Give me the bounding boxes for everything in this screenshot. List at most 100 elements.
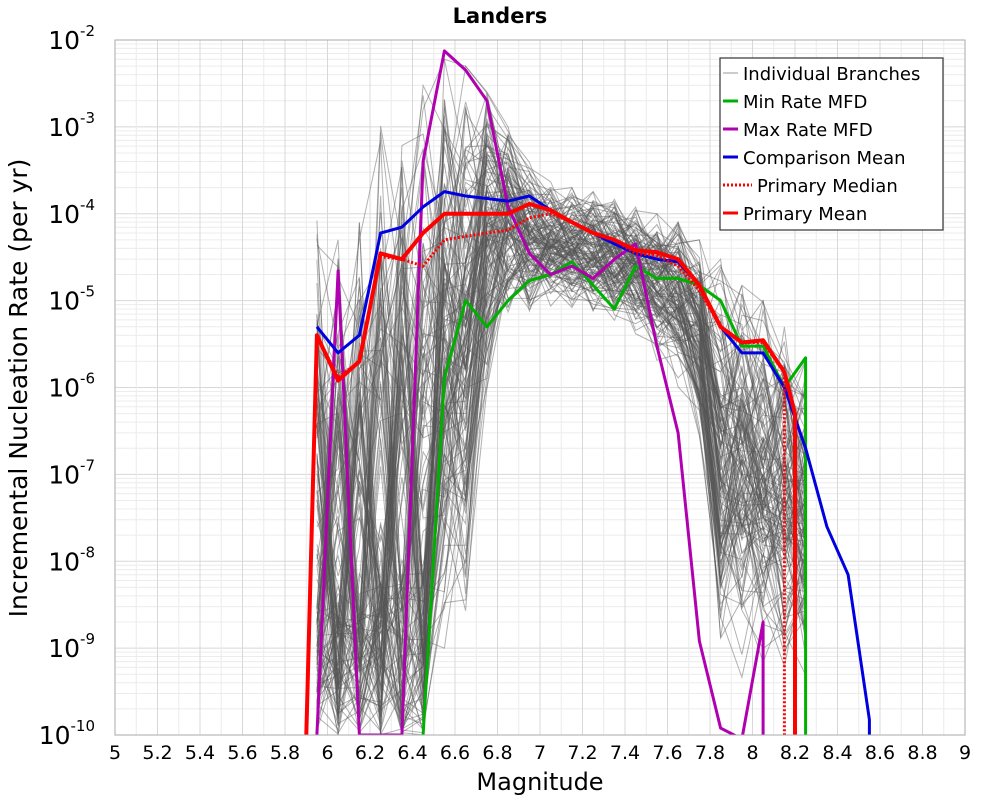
x-tick-label: 5.6	[227, 742, 257, 764]
legend: Individual Branches Min Rate MFD Max Rate …	[719, 57, 944, 231]
individual-branch-line	[316, 188, 807, 733]
x-tick-label: 8.8	[907, 742, 937, 764]
y-tick-label: 10-8	[48, 543, 95, 576]
individual-branch-line	[316, 241, 806, 722]
x-tick-label: 7.4	[610, 742, 640, 764]
individual-branch-line	[316, 107, 806, 723]
individual-branch-line	[316, 215, 806, 633]
individual-branch-line	[316, 95, 807, 685]
x-tick-label: 6	[321, 742, 333, 764]
individual-branch-line	[316, 132, 807, 733]
individual-branch-line	[316, 151, 807, 685]
individual-branch-line	[316, 250, 806, 726]
individual-branch-line	[316, 245, 807, 727]
individual-branch-line	[316, 224, 806, 655]
individual-branch-line	[316, 215, 807, 729]
individual-branch-line	[316, 201, 806, 726]
individual-branch-line	[316, 226, 806, 725]
individual-branch-line	[316, 206, 806, 707]
x-tick-label: 6.2	[355, 742, 385, 764]
individual-branch-line	[316, 205, 806, 667]
individual-branch-line	[316, 110, 807, 622]
individual-branch-line	[316, 120, 807, 640]
individual-branch-line	[316, 239, 807, 707]
x-tick-label: 8	[746, 742, 758, 764]
individual-branch-line	[316, 107, 807, 718]
y-axis-label: Incremental Nucleation Rate (per yr)	[4, 159, 33, 618]
y-tick-label: 10-6	[48, 370, 95, 403]
x-tick-label: 5	[109, 742, 121, 764]
y-tick-label: 10-2	[48, 22, 95, 55]
chart-title: Landers	[453, 4, 548, 28]
legend-label: Individual Branches	[743, 64, 920, 85]
x-tick-label: 6.6	[440, 742, 470, 764]
legend-box	[719, 57, 944, 231]
individual-branch-line	[316, 177, 807, 717]
individual-branch-line	[316, 218, 807, 735]
individual-branch-line	[316, 240, 806, 669]
individual-branch-line	[316, 222, 807, 646]
individual-branch-line	[316, 154, 806, 721]
individual-branch-line	[316, 257, 807, 703]
x-tick-label: 7	[534, 742, 546, 764]
individual-branch-line	[316, 191, 806, 693]
individual-branch-line	[316, 198, 807, 662]
individual-branch-line	[316, 202, 806, 693]
individual-branch-line	[316, 237, 807, 666]
individual-branch-line	[316, 235, 807, 735]
individual-branch-line	[316, 194, 807, 732]
x-tick-label: 9	[959, 742, 971, 764]
individual-branch-line	[316, 136, 807, 715]
individual-branch-line	[316, 207, 807, 732]
individual-branch-line	[316, 125, 807, 719]
x-tick-label: 8.4	[822, 742, 852, 764]
individual-branch-line	[316, 202, 807, 731]
individual-branch-line	[316, 123, 806, 684]
individual-branch-line	[316, 192, 807, 722]
individual-branch-line	[316, 222, 807, 641]
individual-branch-line	[316, 245, 807, 729]
individual-branch-line	[316, 244, 807, 704]
individual-branch-line	[316, 228, 807, 705]
x-tick-label: 7.6	[652, 742, 682, 764]
individual-branch-line	[316, 133, 807, 675]
individual-branch-line	[316, 231, 807, 735]
series-line-primary-mean	[304, 201, 797, 735]
series-line-max-rate-mfd	[315, 49, 765, 735]
individual-branch-line	[316, 99, 806, 735]
individual-branch-line	[316, 214, 807, 651]
individual-branch-line	[316, 210, 807, 707]
individual-branch-line	[316, 160, 806, 725]
individual-branch-line	[316, 141, 807, 697]
x-tick-label: 6.4	[397, 742, 427, 764]
individual-branch-line	[316, 154, 806, 733]
individual-branch-line	[316, 241, 807, 707]
individual-branch-line	[316, 187, 807, 700]
individual-branch-line	[316, 188, 807, 732]
x-tick-label: 6.8	[482, 742, 512, 764]
y-tick-labels: 10-10 10-9 10-8 10-7 10-6 10-5 10-4 10-3 10-2	[39, 22, 95, 750]
individual-branch-line	[316, 83, 807, 687]
x-tick-label: 7.2	[567, 742, 597, 764]
individual-branch-line	[316, 248, 807, 725]
individual-branch-line	[316, 232, 807, 710]
individual-branch-line	[316, 146, 806, 684]
individual-branch-line	[316, 156, 807, 689]
individual-branch-line	[316, 160, 806, 717]
individual-branch-line	[316, 190, 807, 717]
individual-branch-line	[316, 147, 807, 706]
individual-branch-line	[316, 172, 807, 662]
individual-branch-line	[316, 235, 807, 728]
series-layer	[304, 49, 871, 735]
plot-frame	[114, 39, 966, 736]
individual-branch-line	[316, 131, 807, 688]
individual-branch-line	[316, 230, 807, 690]
individual-branch-line	[316, 249, 807, 694]
y-tick-label: 10-10	[39, 717, 95, 750]
individual-branch-line	[316, 190, 807, 659]
individual-branch-line	[316, 155, 807, 691]
individual-branch-line	[316, 203, 806, 653]
individual-branch-line	[316, 152, 807, 722]
individual-branch-line	[316, 222, 807, 708]
individual-branch-line	[316, 184, 807, 707]
